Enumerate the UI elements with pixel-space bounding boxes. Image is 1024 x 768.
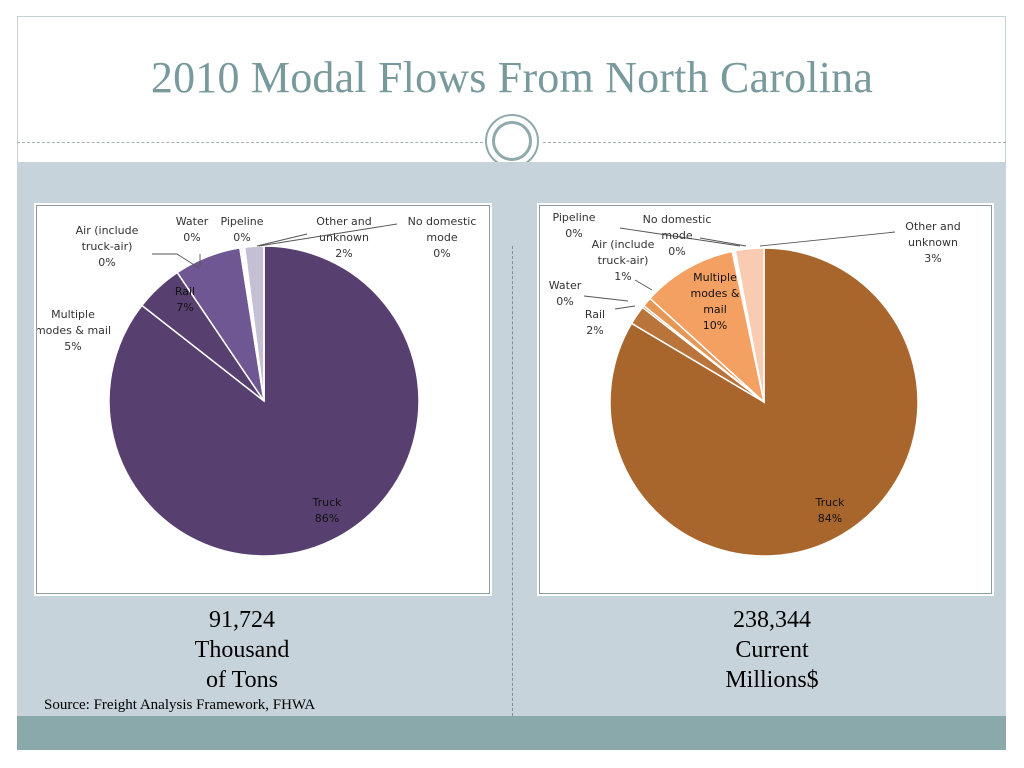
value-leader-air-include-truck-air xyxy=(634,279,653,291)
tons-caption-value: 91,724 xyxy=(209,607,275,633)
tons-name-air-include-truck-air-1: truck-air) xyxy=(82,240,133,253)
tons-name-other-and-unknown-0: Other and xyxy=(316,215,371,228)
tons-pie-chart-panel: Truck 86% Multiple modes & mail 5% Rail 7% Air … xyxy=(36,205,490,594)
tons-pct-water: 0% xyxy=(183,231,200,244)
tons-caption-line3: of Tons xyxy=(206,667,278,693)
value-pct-air-include-truck-air: 1% xyxy=(614,270,631,283)
tons-label-rail: Rail 7% xyxy=(175,285,195,314)
value-name-pipeline-0: Pipeline xyxy=(552,211,595,224)
tons-name-truck-0: Truck xyxy=(311,496,342,509)
value-pct-rail: 2% xyxy=(586,324,603,337)
tons-pct-rail: 7% xyxy=(176,301,193,314)
value-name-air-include-truck-air-1: truck-air) xyxy=(598,254,649,267)
tons-slice-truck xyxy=(108,245,420,557)
value-leader-pipeline xyxy=(619,227,741,247)
value-name-no-domestic-mode-0: No domestic xyxy=(643,213,712,226)
divider-medallion-icon xyxy=(485,114,539,168)
tons-pct-other-and-unknown: 2% xyxy=(335,247,352,260)
tons-name-pipeline-0: Pipeline xyxy=(220,215,263,228)
value-leader-no-domestic-mode xyxy=(699,237,747,247)
tons-label-air-include-truck-air: Air (include truck-air) 0% xyxy=(76,224,139,269)
value-leader-water xyxy=(583,295,629,302)
value-name-multiple-modes-mail-0: Multiple xyxy=(693,271,737,284)
value-name-multiple-modes-mail-1: modes & xyxy=(690,287,739,300)
tons-pct-truck: 86% xyxy=(315,512,339,525)
value-caption-value: 238,344 xyxy=(733,607,811,633)
tons-name-other-and-unknown-1: unknown xyxy=(319,231,369,244)
tons-pct-multiple-modes-mail: 5% xyxy=(64,340,81,353)
tons-name-no-domestic-mode-0: No domestic xyxy=(408,215,477,228)
footer-band xyxy=(17,716,1006,750)
value-pie-chart-panel: Truck 84% Rail 2% Water 0% Air (include truck-a… xyxy=(539,205,992,594)
tons-leader-no-domestic-mode xyxy=(258,223,398,247)
tons-caption-line2: Thousand xyxy=(194,637,290,663)
value-slice-other-and-unknown xyxy=(734,247,765,403)
value-caption-line2: Current xyxy=(735,637,809,663)
value-label-air-include-truck-air: Air (include truck-air) 1% xyxy=(592,238,655,283)
value-label-multiple-modes-mail: Multiple modes & mail 10% xyxy=(690,271,739,332)
value-name-rail-0: Rail xyxy=(585,308,605,321)
tons-name-rail-0: Rail xyxy=(175,285,195,298)
title-divider-left xyxy=(17,142,483,143)
tons-label-truck: Truck 86% xyxy=(311,496,342,525)
value-pct-pipeline: 0% xyxy=(565,227,582,240)
tons-name-multiple-modes-mail-1: modes & mail xyxy=(37,324,111,337)
value-label-truck: Truck 84% xyxy=(814,496,845,525)
value-name-other-and-unknown-1: unknown xyxy=(908,236,958,249)
tons-name-multiple-modes-mail-0: Multiple xyxy=(51,308,95,321)
value-slice-truck xyxy=(609,247,919,557)
value-leader-other-and-unknown xyxy=(759,231,896,247)
tons-name-no-domestic-mode-1: mode xyxy=(426,231,457,244)
value-label-other-and-unknown: Other and unknown 3% xyxy=(905,220,960,265)
value-label-pipeline: Pipeline 0% xyxy=(552,211,595,240)
tons-pct-air-include-truck-air: 0% xyxy=(98,256,115,269)
source-note: Source: Freight Analysis Framework, FHWA xyxy=(44,697,316,713)
slide-title: 2010 Modal Flows From North Carolina xyxy=(150,53,874,102)
value-pct-water: 0% xyxy=(556,295,573,308)
tons-leader-air-include-truck-air xyxy=(152,253,200,269)
value-name-multiple-modes-mail-2: mail xyxy=(703,303,727,316)
tons-label-multiple-modes-mail: Multiple modes & mail 5% xyxy=(37,308,111,353)
value-pct-other-and-unknown: 3% xyxy=(924,252,941,265)
tons-caption: 91,724 Thousand of Tons xyxy=(142,605,342,695)
value-label-water: Water 0% xyxy=(549,279,582,308)
value-label-no-domestic-mode: No domestic mode 0% xyxy=(643,213,712,258)
value-name-water-0: Water xyxy=(549,279,582,292)
tons-pct-pipeline: 0% xyxy=(233,231,250,244)
value-name-other-and-unknown-0: Other and xyxy=(905,220,960,233)
tons-name-water-0: Water xyxy=(176,215,209,228)
tons-name-air-include-truck-air-0: Air (include xyxy=(76,224,139,237)
tons-label-water: Water 0% xyxy=(176,215,209,244)
center-dashed-rule xyxy=(512,246,513,716)
value-name-truck-0: Truck xyxy=(814,496,845,509)
tons-label-other-and-unknown: Other and unknown 2% xyxy=(316,215,371,260)
value-pct-truck: 84% xyxy=(818,512,842,525)
value-pct-multiple-modes-mail: 10% xyxy=(703,319,727,332)
tons-pct-no-domestic-mode: 0% xyxy=(433,247,450,260)
value-name-air-include-truck-air-0: Air (include xyxy=(592,238,655,251)
tons-leader-other-and-unknown xyxy=(256,233,308,247)
value-slice-multiple-modes-mail xyxy=(648,250,766,405)
tons-label-pipeline: Pipeline 0% xyxy=(220,215,263,244)
tons-pie-chart: Truck 86% Multiple modes & mail 5% Rail 7% Air … xyxy=(37,215,477,557)
value-caption: 238,344 Current Millions$ xyxy=(672,605,872,695)
value-label-rail: Rail 2% xyxy=(585,308,605,337)
value-leader-rail xyxy=(614,305,636,310)
value-pie-chart: Truck 84% Rail 2% Water 0% Air (include truck-a… xyxy=(549,211,961,557)
tons-label-no-domestic-mode: No domestic mode 0% xyxy=(408,215,477,260)
value-pct-no-domestic-mode: 0% xyxy=(668,245,685,258)
value-name-no-domestic-mode-1: mode xyxy=(661,229,692,242)
title-divider-right xyxy=(543,142,1006,143)
value-caption-line3: Millions$ xyxy=(725,667,819,693)
